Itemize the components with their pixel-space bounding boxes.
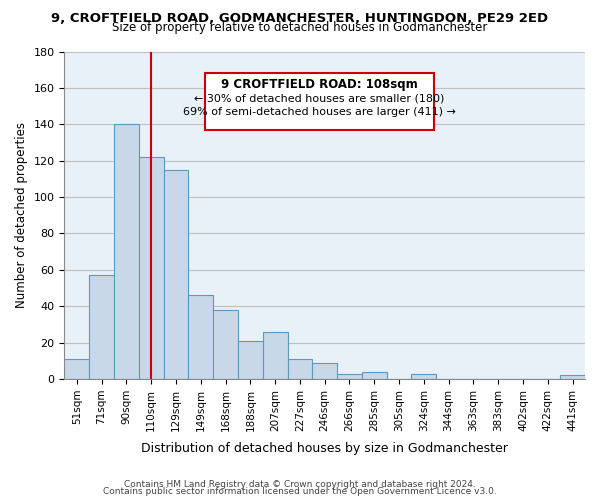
Bar <box>263 332 287 379</box>
Bar <box>188 296 213 379</box>
Bar <box>337 374 362 379</box>
Text: 69% of semi-detached houses are larger (411) →: 69% of semi-detached houses are larger (… <box>183 107 456 117</box>
Bar <box>139 157 164 379</box>
Bar <box>412 374 436 379</box>
Bar <box>238 341 263 379</box>
Bar <box>560 376 585 379</box>
Bar <box>313 362 337 379</box>
Text: 9 CROFTFIELD ROAD: 108sqm: 9 CROFTFIELD ROAD: 108sqm <box>221 78 418 90</box>
Bar <box>114 124 139 379</box>
Bar <box>64 359 89 379</box>
X-axis label: Distribution of detached houses by size in Godmanchester: Distribution of detached houses by size … <box>141 442 508 455</box>
Bar <box>213 310 238 379</box>
FancyBboxPatch shape <box>205 73 434 130</box>
Bar <box>362 372 386 379</box>
Text: Size of property relative to detached houses in Godmanchester: Size of property relative to detached ho… <box>112 22 488 35</box>
Bar <box>287 359 313 379</box>
Bar <box>164 170 188 379</box>
Y-axis label: Number of detached properties: Number of detached properties <box>15 122 28 308</box>
Bar <box>89 276 114 379</box>
Text: ← 30% of detached houses are smaller (180): ← 30% of detached houses are smaller (18… <box>194 93 445 103</box>
Text: Contains public sector information licensed under the Open Government Licence v3: Contains public sector information licen… <box>103 487 497 496</box>
Text: 9, CROFTFIELD ROAD, GODMANCHESTER, HUNTINGDON, PE29 2ED: 9, CROFTFIELD ROAD, GODMANCHESTER, HUNTI… <box>52 12 548 24</box>
Text: Contains HM Land Registry data © Crown copyright and database right 2024.: Contains HM Land Registry data © Crown c… <box>124 480 476 489</box>
